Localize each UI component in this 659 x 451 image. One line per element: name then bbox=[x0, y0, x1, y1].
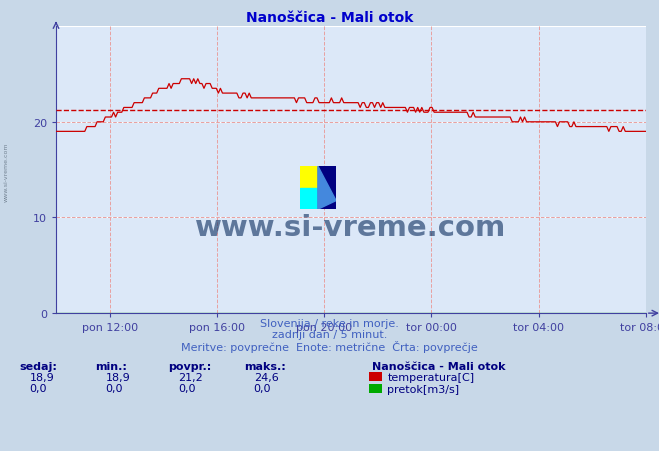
Text: 0,0: 0,0 bbox=[105, 383, 123, 393]
Text: Nanoščica - Mali otok: Nanoščica - Mali otok bbox=[372, 361, 506, 371]
Text: sedaj:: sedaj: bbox=[20, 361, 57, 371]
Text: min.:: min.: bbox=[96, 361, 127, 371]
Text: Nanoščica - Mali otok: Nanoščica - Mali otok bbox=[246, 11, 413, 25]
Text: Meritve: povprečne  Enote: metrične  Črta: povprečje: Meritve: povprečne Enote: metrične Črta:… bbox=[181, 341, 478, 353]
Text: 18,9: 18,9 bbox=[30, 372, 55, 382]
Text: maks.:: maks.: bbox=[244, 361, 285, 371]
Text: 0,0: 0,0 bbox=[254, 383, 272, 393]
Bar bbox=[300, 189, 318, 210]
Text: 0,0: 0,0 bbox=[30, 383, 47, 393]
Polygon shape bbox=[318, 167, 336, 210]
Text: zadnji dan / 5 minut.: zadnji dan / 5 minut. bbox=[272, 329, 387, 339]
Polygon shape bbox=[318, 167, 336, 210]
Text: Slovenija / reke in morje.: Slovenija / reke in morje. bbox=[260, 318, 399, 328]
Bar bbox=[300, 167, 318, 189]
Text: 24,6: 24,6 bbox=[254, 372, 279, 382]
Text: www.si-vreme.com: www.si-vreme.com bbox=[4, 142, 9, 201]
Text: 21,2: 21,2 bbox=[178, 372, 203, 382]
Text: 18,9: 18,9 bbox=[105, 372, 130, 382]
Text: 0,0: 0,0 bbox=[178, 383, 196, 393]
Text: povpr.:: povpr.: bbox=[168, 361, 212, 371]
Text: temperatura[C]: temperatura[C] bbox=[387, 372, 474, 382]
Text: pretok[m3/s]: pretok[m3/s] bbox=[387, 384, 459, 394]
Text: www.si-vreme.com: www.si-vreme.com bbox=[195, 214, 507, 241]
